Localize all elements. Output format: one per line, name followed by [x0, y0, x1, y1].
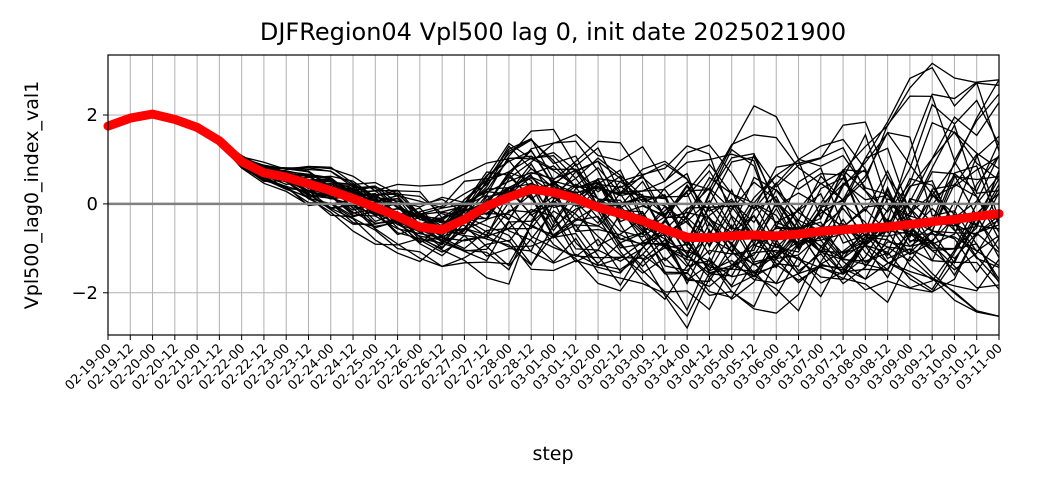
chart-title: DJFRegion04 Vpl500 lag 0, init date 2025… [260, 18, 846, 46]
ensemble-member-line [107, 113, 1000, 291]
y-tick-label: 2 [87, 105, 98, 126]
ensemble-mean-line [103, 109, 1004, 243]
ensemble-member-line [107, 113, 1000, 269]
y-tick-label: 0 [87, 194, 98, 215]
x-axis: 02-19-0002-19-1202-20-0002-20-1202-21-00… [62, 335, 1006, 394]
y-axis: −2 0 2 [71, 105, 108, 304]
y-tick-label: −2 [71, 283, 98, 304]
y-axis-label: Vpl500_lag0_index_val1 [21, 81, 43, 309]
ensemble-member-line [107, 113, 1000, 285]
x-axis-label: step [532, 443, 573, 465]
mean-line-layer [103, 109, 1004, 243]
